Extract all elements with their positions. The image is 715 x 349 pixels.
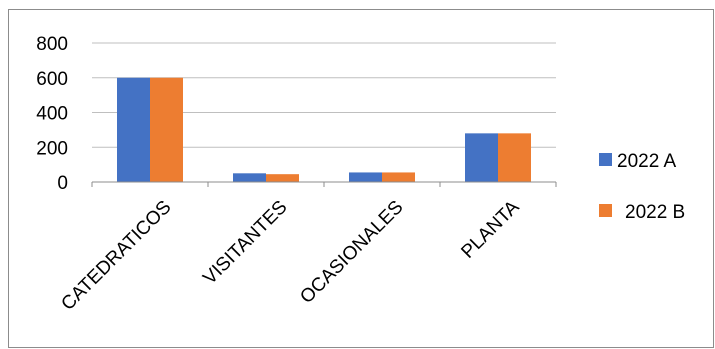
y-tick-label: 400 [36, 104, 68, 125]
y-tick-labels: 0 200 400 600 800 [36, 34, 68, 194]
bar-visitantes-series-0 [233, 173, 266, 182]
bar-ocasionales-series-0 [349, 172, 382, 182]
legend: 2022 A 2022 B [599, 151, 685, 223]
legend-swatch-1 [599, 204, 612, 217]
y-tick-label: 0 [57, 173, 68, 194]
legend-label-1: 2022 B [625, 202, 685, 223]
bar-planta-series-0 [465, 133, 498, 182]
x-tick-label-planta: PLANTA [457, 196, 523, 262]
x-tick-label-catedraticos: CATEDRATICOS [57, 197, 175, 315]
bar-visitantes-series-1 [266, 174, 299, 182]
legend-swatch-0 [599, 153, 612, 166]
y-tick-label: 800 [36, 34, 68, 55]
x-tick-label-visitantes: VISITANTES [199, 197, 291, 289]
x-tick-label-ocasionales: OCASIONALES [296, 197, 407, 308]
bars [117, 77, 531, 182]
y-tick-label: 600 [36, 69, 68, 90]
y-tick-label: 200 [36, 138, 68, 159]
bar-catedraticos-series-1 [150, 77, 183, 182]
x-tick-labels: CATEDRATICOS VISITANTES OCASIONALES PLANTA [57, 196, 523, 314]
axes [91, 181, 557, 187]
bar-ocasionales-series-1 [382, 172, 415, 182]
bar-catedraticos-series-0 [117, 77, 150, 182]
legend-label-0: 2022 A [617, 151, 676, 172]
bar-planta-series-1 [498, 133, 531, 182]
